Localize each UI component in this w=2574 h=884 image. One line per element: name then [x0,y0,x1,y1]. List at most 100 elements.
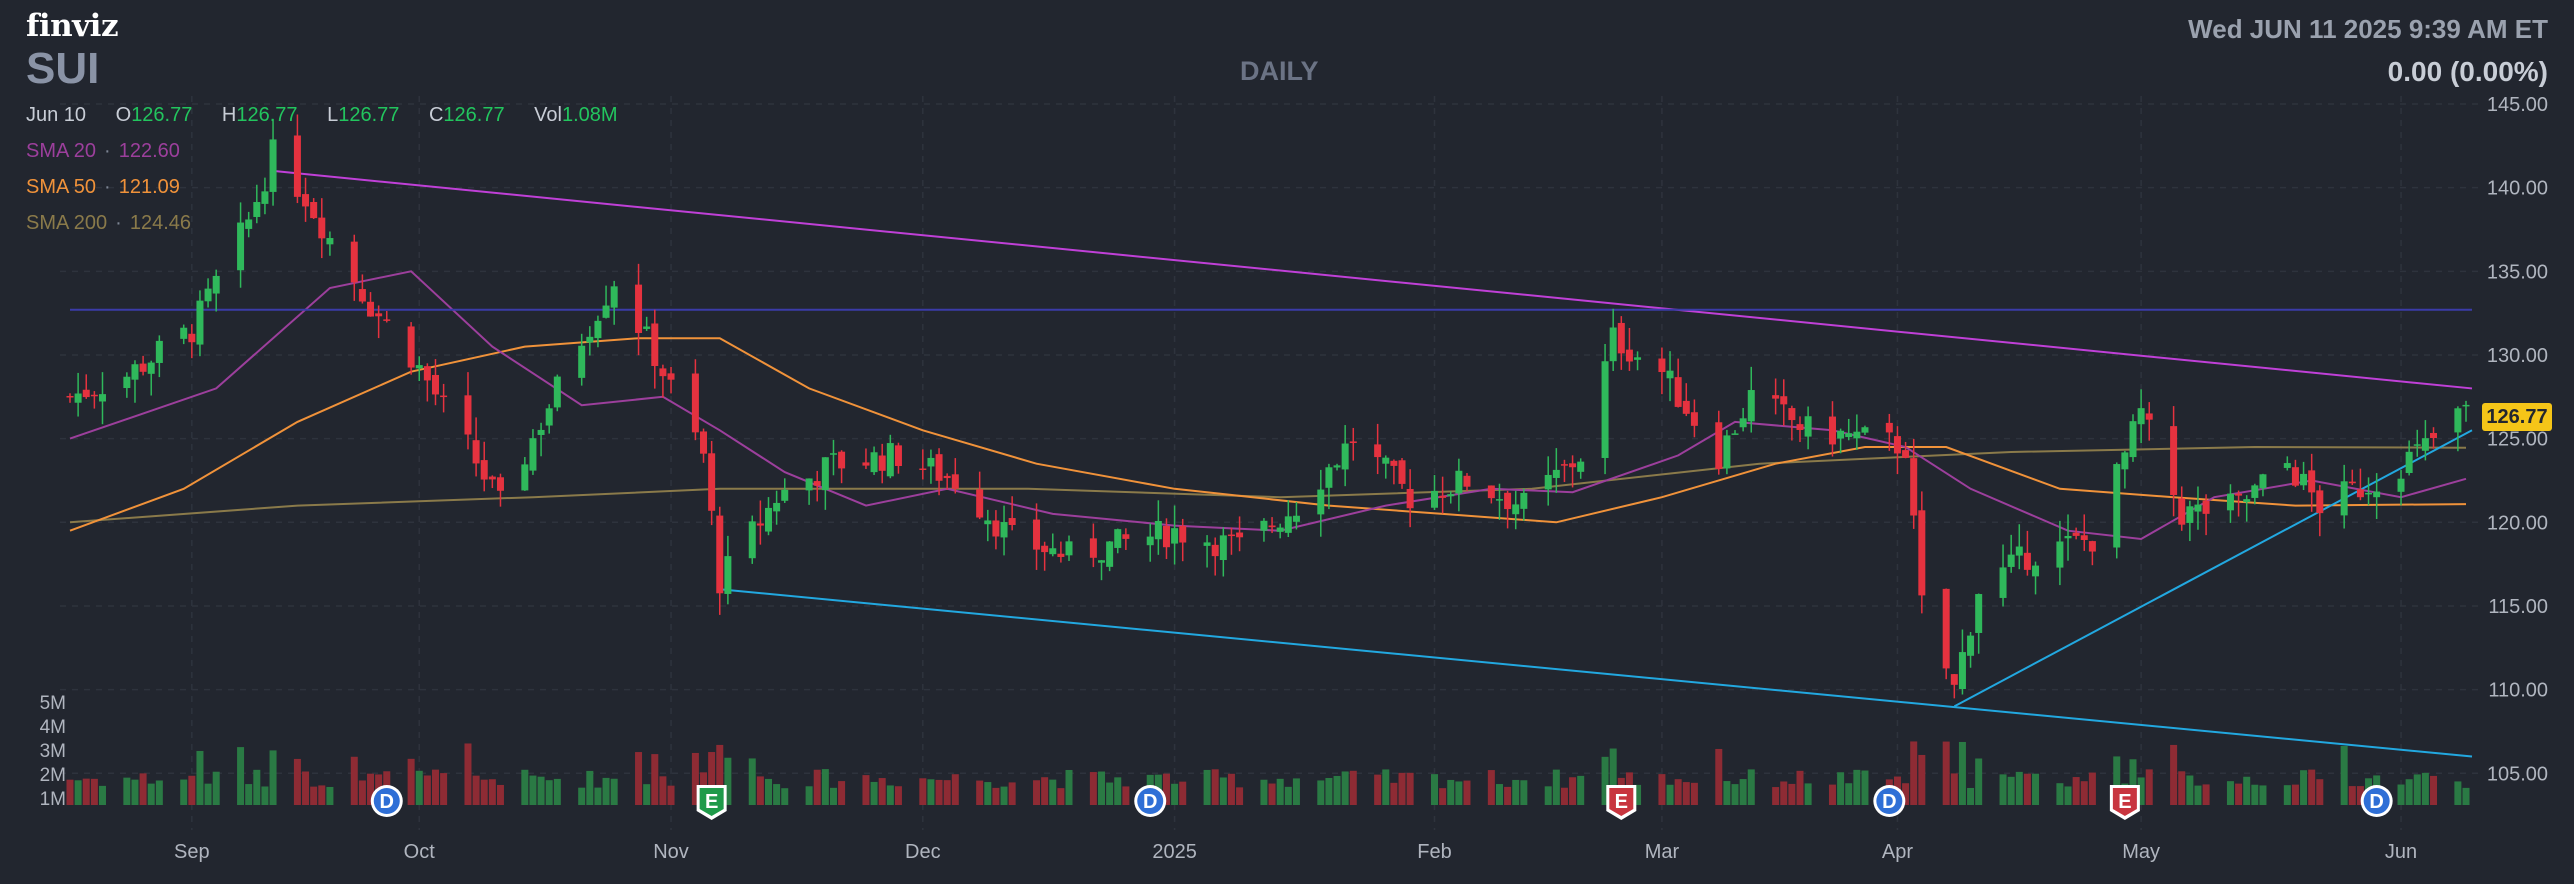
high-label: H [221,104,237,126]
volume-bar [1504,786,1512,805]
sma20-label: SMA 20 [26,140,97,162]
dividend-badge: D [1134,785,1167,817]
open-label: O [115,104,132,126]
close-label: C [428,104,444,126]
candle-body [1325,467,1333,488]
volume-bar [1487,770,1495,805]
high-value: 126.77 [236,104,298,126]
ticker-symbol: SUI [26,44,100,93]
volume-bar [2178,771,2186,805]
candle-body [1780,396,1788,405]
volume-bar [1041,777,1049,805]
candle-body [1455,470,1463,494]
volume-bar [529,775,537,805]
finviz-logo[interactable]: finviz [26,8,119,44]
sma50-value: 121.09 [118,176,180,198]
candle-body [1601,361,1609,458]
x-tick-label: Apr [1882,841,1913,863]
volume-tick-label: 4M [40,717,66,738]
candle-body [1000,522,1008,538]
x-tick-label: Dec [905,841,941,863]
candle-body [2251,485,2259,498]
volume-bar [886,785,894,805]
candle-body [98,394,106,402]
volume-bar [1715,748,1723,805]
sma20-legend[interactable]: SMA 20 · 122.60 [26,140,180,162]
candle-body [302,194,310,207]
volume-bar [1333,775,1341,805]
last-price-tag: 126.77 [2482,403,2552,431]
candle-body [1122,534,1130,539]
candle-body [1950,674,1958,685]
candle-body [472,440,480,464]
candle-body [155,340,163,363]
volume-bar [2421,772,2429,805]
volume-tick-label: 5M [40,693,66,714]
volume-bar [813,769,821,805]
volume-bar [1845,783,1853,805]
candle-body [1625,349,1633,362]
volume-bar [829,787,837,805]
candle-body [423,366,431,381]
volume-bar [415,770,423,805]
volume-bar [1227,773,1235,805]
chart-grid [60,96,2478,830]
volume-bar [1723,781,1731,805]
volume-bar [1349,770,1357,805]
candle-body [700,431,708,454]
volume-bar [180,779,188,805]
candle-body [756,523,764,526]
volume-bar [2088,772,2096,805]
trendline-rising [1953,429,2473,708]
candle-body [480,460,488,480]
volume-bar [1634,784,1642,805]
candle-body [74,393,82,403]
sma50-legend[interactable]: SMA 50 · 121.09 [26,176,180,198]
volume-bar [74,780,82,805]
dividend-icon-fill [1876,788,1903,814]
volume-bar [1853,769,1861,805]
candle-body [1837,430,1845,439]
sma20-value: 122.60 [118,140,180,162]
volume-tick-label: 2M [40,765,66,786]
x-tick-label: Nov [653,841,689,863]
volume-bar [480,779,488,805]
candle-body [1260,520,1268,531]
candle-body [1617,322,1625,354]
volume-bar [1975,758,1983,805]
candle-body [2316,490,2324,514]
volume-bar [1447,779,1455,805]
candle-body [383,319,391,321]
y-tick-label: 130.00 [2487,345,2548,367]
volume-bar [98,785,106,805]
volume-bar [310,786,318,805]
candle-body [1885,422,1893,433]
candle-body [90,394,98,397]
volume-bar [358,780,366,805]
candle-body [1893,436,1901,454]
volume-bar [1049,779,1057,805]
sma200-value: 124.46 [129,212,192,234]
candle-body [310,202,318,219]
volume-bar [131,779,139,805]
volume-bar [1179,781,1187,805]
candle-body [586,336,594,343]
candle-body [253,202,261,217]
candle-body [2430,432,2438,439]
ohlc-readout: Jun 10 O126.77 H126.77 L126.77 C126.77 V… [26,104,618,127]
dividend-badge: D [370,785,403,817]
volume-bar [651,754,659,805]
volume-bar [2348,786,2356,805]
volume-bar [1495,784,1503,805]
volume-bar [2194,785,2202,805]
sma200-legend[interactable]: SMA 200 · 124.46 [26,212,192,234]
candle-body [659,368,667,377]
volume-bar [1033,780,1041,805]
y-tick-label: 120.00 [2487,512,2548,534]
volume-bar [253,769,261,805]
volume-bar [1382,769,1390,805]
event-label: D [2369,791,2383,813]
candle-body [2243,499,2251,503]
sma50-label: SMA 50 [26,176,97,198]
